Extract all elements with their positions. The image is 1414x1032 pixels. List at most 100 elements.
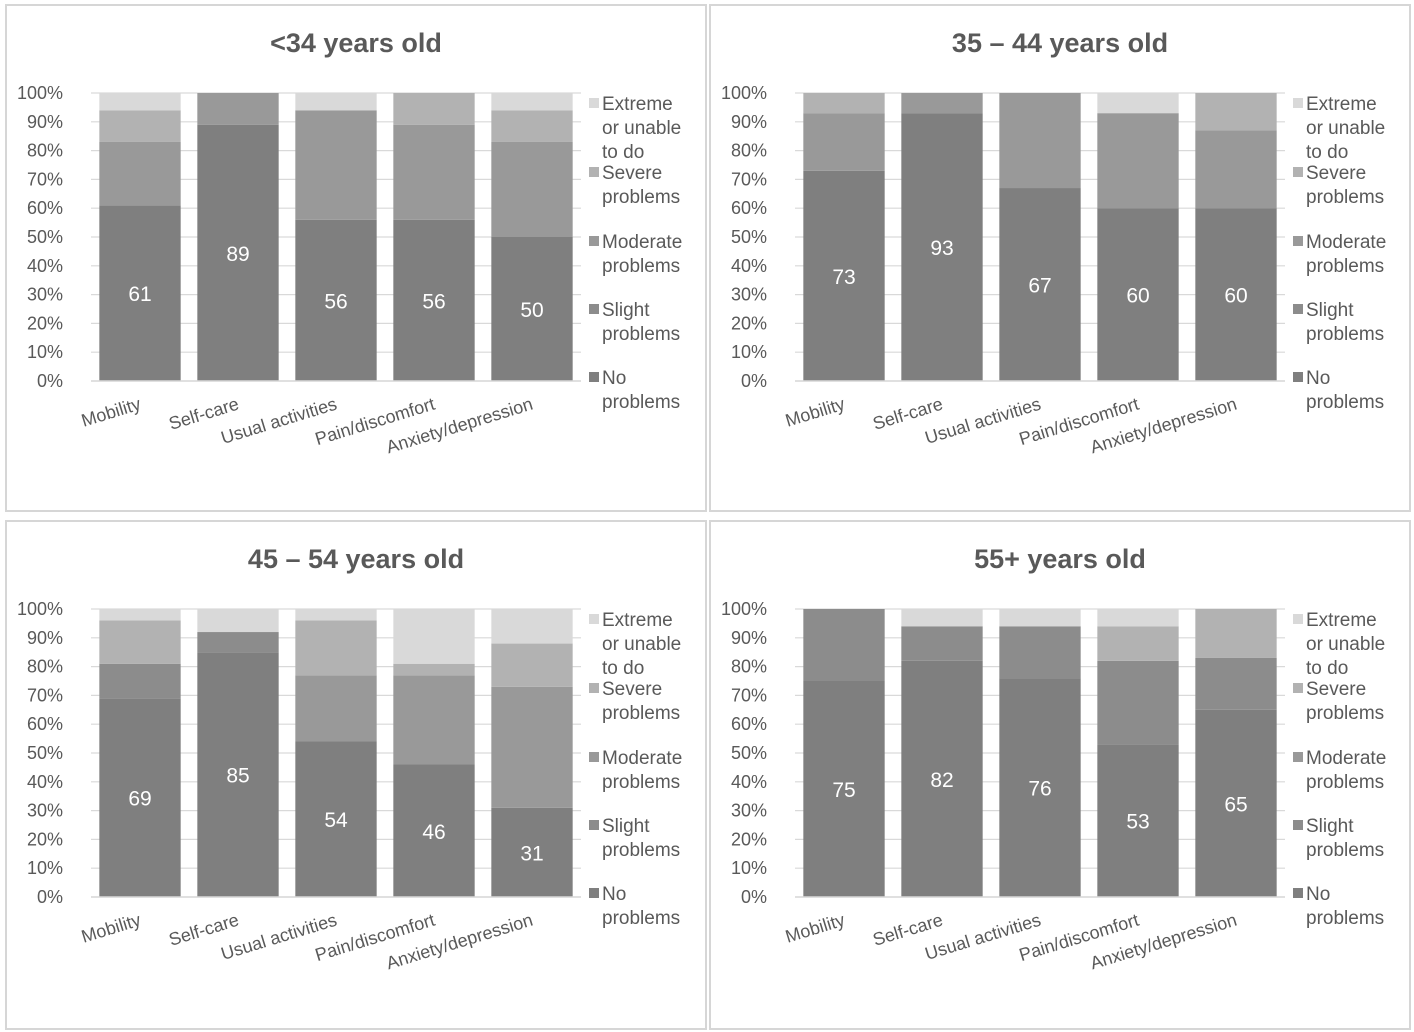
bar-segment [99,141,181,206]
legend-swatch [589,888,599,898]
y-tick-label: 60% [731,198,767,218]
legend-label: to do [1306,658,1348,679]
data-label: 76 [1028,778,1051,801]
bar-segment [1097,609,1179,627]
bar-segment [901,609,983,627]
bar-segment [295,620,377,676]
data-label: 46 [422,821,445,844]
chart-panel-under-34: <34 years old 0% 10% 20% 30% 40% 50% 60% 70% 80%… [5,4,707,512]
bar-segment [491,686,573,808]
legend-swatch [1293,752,1303,762]
legend-swatch [1293,167,1303,177]
bar-segment [803,170,885,381]
legend-swatch [1293,304,1303,314]
chart-svg: 0% 10% 20% 30% 40% 50% 60% 70% 80% 90% 100% 75 Mobil… [721,599,1386,973]
data-label: 60 [1224,285,1247,308]
y-tick-label: 80% [731,657,767,677]
bar-segment [393,219,475,381]
y-tick-label: 90% [731,628,767,648]
legend-label: or unable [602,118,681,139]
bar-segment [197,652,279,897]
data-label: 56 [422,290,445,313]
y-tick-label: 10% [27,858,63,878]
legend-label: Extreme [602,610,673,631]
legend-swatch [589,236,599,246]
chart-title: 55+ years old [974,544,1146,574]
data-label: 31 [520,842,543,865]
y-tick-label: 60% [27,198,63,218]
data-label: 89 [226,243,249,266]
bar-segment [1097,208,1179,381]
bar-segment [1195,609,1277,658]
legend-swatch [589,304,599,314]
bar-segment [393,124,475,220]
bar-segment [803,93,885,114]
chart-svg: 0% 10% 20% 30% 40% 50% 60% 70% 80% 90% 100% 69 Mobil… [17,599,682,973]
legend-label: problems [602,187,680,208]
y-tick-label: 100% [721,83,767,103]
legend-label: problems [1306,187,1384,208]
chart-panel-55-plus: 55+ years old 0% 10% 20% 30% 40% 50% 60% 70% 80%… [709,520,1411,1030]
x-tick-label: Mobility [783,910,847,947]
y-tick-label: 50% [731,743,767,763]
y-tick-label: 100% [721,599,767,619]
bar-segment [1195,657,1277,710]
bar-segment [295,609,377,621]
y-tick-label: 30% [27,801,63,821]
bar-segment [1195,93,1277,131]
y-tick-label: 20% [27,313,63,333]
bar-segment [999,188,1081,381]
y-tick-label: 0% [741,887,767,907]
y-tick-label: 50% [27,743,63,763]
legend-swatch [1293,683,1303,693]
legend-label: to do [1306,142,1348,163]
y-tick-label: 40% [731,772,767,792]
chart-title: 45 – 54 years old [247,544,465,574]
bar-segment [1097,626,1179,661]
y-tick-label: 70% [27,169,63,189]
y-tick-label: 40% [731,256,767,276]
chart-panel-35-44: 35 – 44 years old 0% 10% 20% 30% 40% 50% 60% 70… [709,4,1411,512]
legend-swatch [589,614,599,624]
data-label: 61 [128,283,151,306]
bar-segment [491,609,573,644]
legend-label: Extreme [602,94,673,115]
legend-swatch [589,752,599,762]
bar-segment [1097,660,1179,745]
legend-label: Severe [1306,163,1366,184]
chart-title: 35 – 44 years old [951,28,1169,58]
legend-swatch [589,683,599,693]
y-tick-label: 0% [37,887,63,907]
legend-swatch [589,98,599,108]
legend-label: to do [602,142,644,163]
legend-swatch [1293,236,1303,246]
y-tick-label: 90% [731,112,767,132]
legend-label: Slight [602,816,650,837]
bar-segment [295,219,377,381]
bar-segment [491,93,573,111]
bar-segment [99,663,181,699]
y-tick-label: 30% [27,285,63,305]
legend-label: Severe [602,679,662,700]
legend-label: problems [1306,772,1384,793]
y-tick-label: 90% [27,112,63,132]
bar-segment [393,675,475,765]
legend-label: Slight [602,300,650,321]
bar-segment [197,93,279,125]
legend-label: problems [602,256,680,277]
data-label: 56 [324,290,347,313]
y-tick-label: 80% [731,141,767,161]
legend-swatch [1293,614,1303,624]
legend-label: No [602,884,626,905]
data-label: 69 [128,788,151,811]
bar-segment [99,110,181,142]
legend-label: problems [1306,256,1384,277]
bar-segment [901,626,983,661]
data-label: 53 [1126,811,1149,834]
legend-swatch [1293,98,1303,108]
legend-label: problems [602,772,680,793]
bar-segment [99,93,181,111]
bar-segment [901,93,983,114]
bar-segment [491,237,573,381]
x-tick-label: Mobility [79,910,143,947]
